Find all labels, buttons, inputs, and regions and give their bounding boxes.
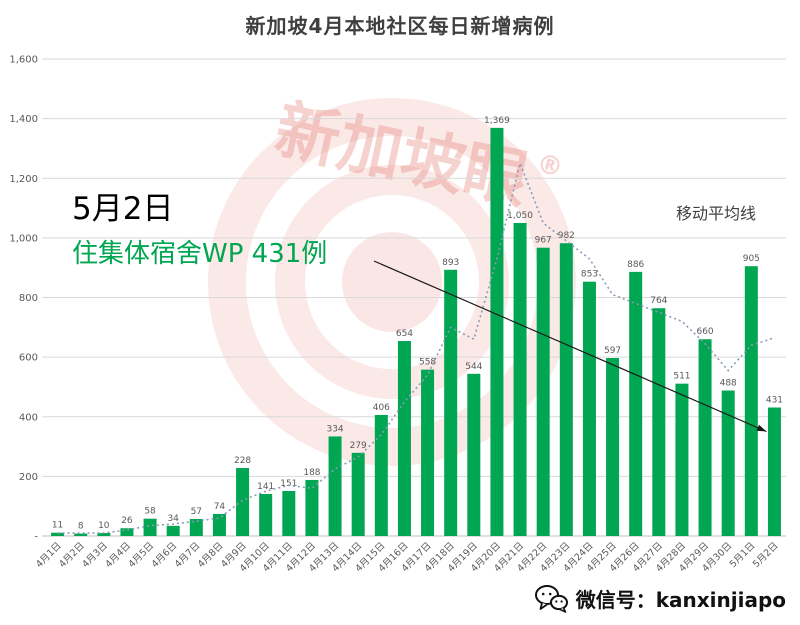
bar-value-label: 406 xyxy=(373,403,390,413)
bar xyxy=(629,271,643,536)
bar-value-label: 853 xyxy=(581,270,598,280)
bar xyxy=(328,436,342,536)
bar-value-label: 511 xyxy=(673,372,690,382)
moving-average-line xyxy=(57,160,775,534)
wechat-id-label: 微信号：kanxinjiapo xyxy=(575,588,786,612)
bar-value-label: 57 xyxy=(191,507,202,517)
bar-value-label: 544 xyxy=(465,362,482,372)
bar xyxy=(166,525,180,536)
bar-value-label: 597 xyxy=(604,346,621,356)
bar-value-label: 34 xyxy=(167,514,179,524)
wechat-footer: 微信号：kanxinjiapo xyxy=(534,584,786,613)
bar xyxy=(744,266,758,536)
y-tick-label: 1,200 xyxy=(9,174,38,185)
bar xyxy=(236,468,250,536)
bar xyxy=(513,222,527,536)
bar xyxy=(606,358,620,536)
bar-value-label: 151 xyxy=(280,479,297,489)
y-tick-label: 1,400 xyxy=(9,114,38,125)
annotation-arrow-head xyxy=(756,424,767,432)
bar-value-label: 279 xyxy=(350,441,367,451)
bar-value-label: 982 xyxy=(558,231,575,241)
bar xyxy=(467,373,481,536)
annotation-arrow-line xyxy=(373,260,767,433)
bar xyxy=(120,528,134,536)
bar xyxy=(259,493,273,536)
bar xyxy=(97,533,111,536)
bar-value-label: 1,369 xyxy=(484,116,510,126)
bar-value-label: 886 xyxy=(627,260,644,270)
y-tick-label: 400 xyxy=(19,412,38,423)
y-tick-label: 200 xyxy=(19,472,38,483)
bar xyxy=(652,308,666,536)
bar-value-label: 141 xyxy=(257,482,274,492)
x-tick-label: 5月2日 xyxy=(751,540,781,570)
bar xyxy=(675,383,689,536)
moving-average-label: 移动平均线 xyxy=(676,204,757,223)
bar xyxy=(421,369,435,536)
bar xyxy=(767,407,781,536)
bar-value-label: 905 xyxy=(743,254,760,264)
bar-value-label: 334 xyxy=(326,424,343,434)
bar xyxy=(305,479,319,536)
bar-value-label: 11 xyxy=(52,521,63,531)
y-tick-label: 800 xyxy=(19,293,38,304)
bar xyxy=(351,452,365,536)
bar xyxy=(282,490,296,536)
bar-value-label: 228 xyxy=(234,456,251,466)
bar-value-label: 8 xyxy=(78,522,84,532)
watermark-ring-inner xyxy=(342,232,442,332)
bar xyxy=(189,519,203,536)
bar xyxy=(698,339,712,536)
annotation-date: 5月2日 xyxy=(72,191,174,227)
bar-value-label: 967 xyxy=(535,236,552,246)
bar-value-label: 1,050 xyxy=(507,211,533,221)
bar-value-label: 431 xyxy=(766,396,783,406)
watermark-ring-outer xyxy=(208,98,576,466)
bar xyxy=(536,247,550,536)
bar-value-label: 654 xyxy=(396,329,413,339)
y-tick-label: 1,600 xyxy=(9,55,38,66)
bar-value-label: 488 xyxy=(720,379,737,389)
bar-value-label: 558 xyxy=(419,358,436,368)
y-tick-label: - xyxy=(34,532,38,543)
bar-value-label: 74 xyxy=(214,502,226,512)
bar-value-label: 10 xyxy=(98,521,110,531)
bar-value-label: 26 xyxy=(121,516,133,526)
bar xyxy=(51,532,65,536)
bar xyxy=(374,414,388,536)
y-tick-label: 600 xyxy=(19,353,38,364)
bar xyxy=(444,269,458,536)
bar xyxy=(721,390,735,536)
annotation-highlight: 住集体宿舍WP 431例 xyxy=(72,239,328,269)
bar xyxy=(559,243,573,536)
bar xyxy=(212,513,226,536)
bar-value-label: 58 xyxy=(144,507,156,517)
bar xyxy=(490,127,504,536)
bar-value-label: 188 xyxy=(303,468,320,478)
bar xyxy=(397,341,411,536)
bar xyxy=(143,518,157,536)
y-tick-label: 1,000 xyxy=(9,233,38,244)
wechat-icon xyxy=(534,585,568,613)
bar xyxy=(74,533,88,536)
bar-value-label: 660 xyxy=(696,327,713,337)
bar-value-label: 893 xyxy=(442,258,459,268)
bar-value-label: 764 xyxy=(650,296,667,306)
bar xyxy=(582,281,596,536)
chart-title: 新加坡4月本地社区每日新增病例 xyxy=(245,14,555,38)
registered-mark: ® xyxy=(534,149,566,184)
